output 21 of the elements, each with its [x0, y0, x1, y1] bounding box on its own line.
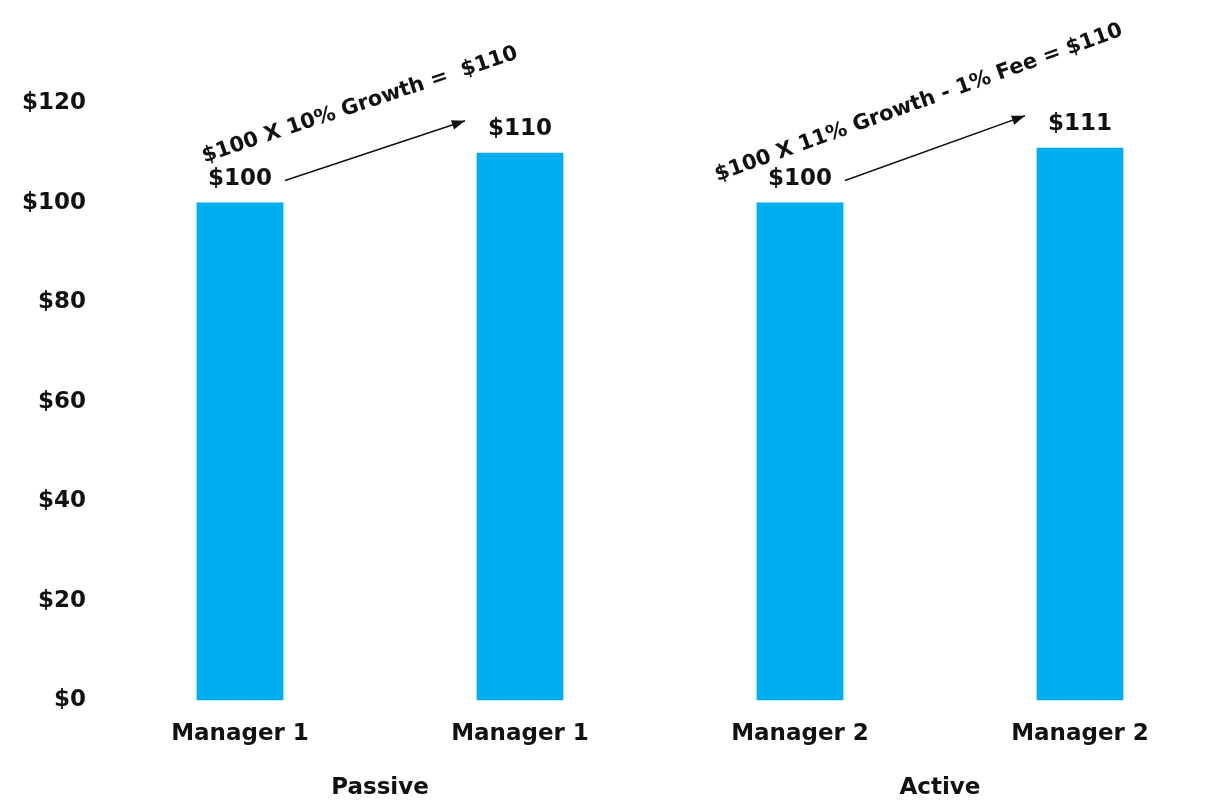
bar	[196, 202, 284, 701]
y-tick-label: $20	[38, 585, 87, 612]
x-tick-label: Manager 1	[451, 719, 589, 746]
y-tick-label: $0	[54, 685, 87, 712]
bar	[756, 202, 844, 701]
y-tick-label: $60	[38, 386, 87, 413]
text: Passive	[331, 773, 429, 800]
bar	[476, 152, 564, 701]
x-tick-label: Manager 2	[731, 719, 869, 746]
y-tick-label: $40	[38, 486, 87, 513]
data-label: $100	[768, 164, 833, 191]
data-label: $111	[1047, 109, 1113, 136]
x-tick-label: Manager 1	[171, 719, 309, 746]
text: Active	[899, 773, 981, 800]
x-tick-label: Manager 2	[1011, 719, 1149, 746]
bar	[1036, 147, 1124, 701]
data-label: $110	[488, 114, 553, 141]
y-tick-label: $80	[38, 287, 87, 314]
y-tick-label: $100	[22, 187, 87, 214]
y-tick-label: $120	[22, 87, 87, 114]
data-label: $100	[208, 164, 273, 191]
